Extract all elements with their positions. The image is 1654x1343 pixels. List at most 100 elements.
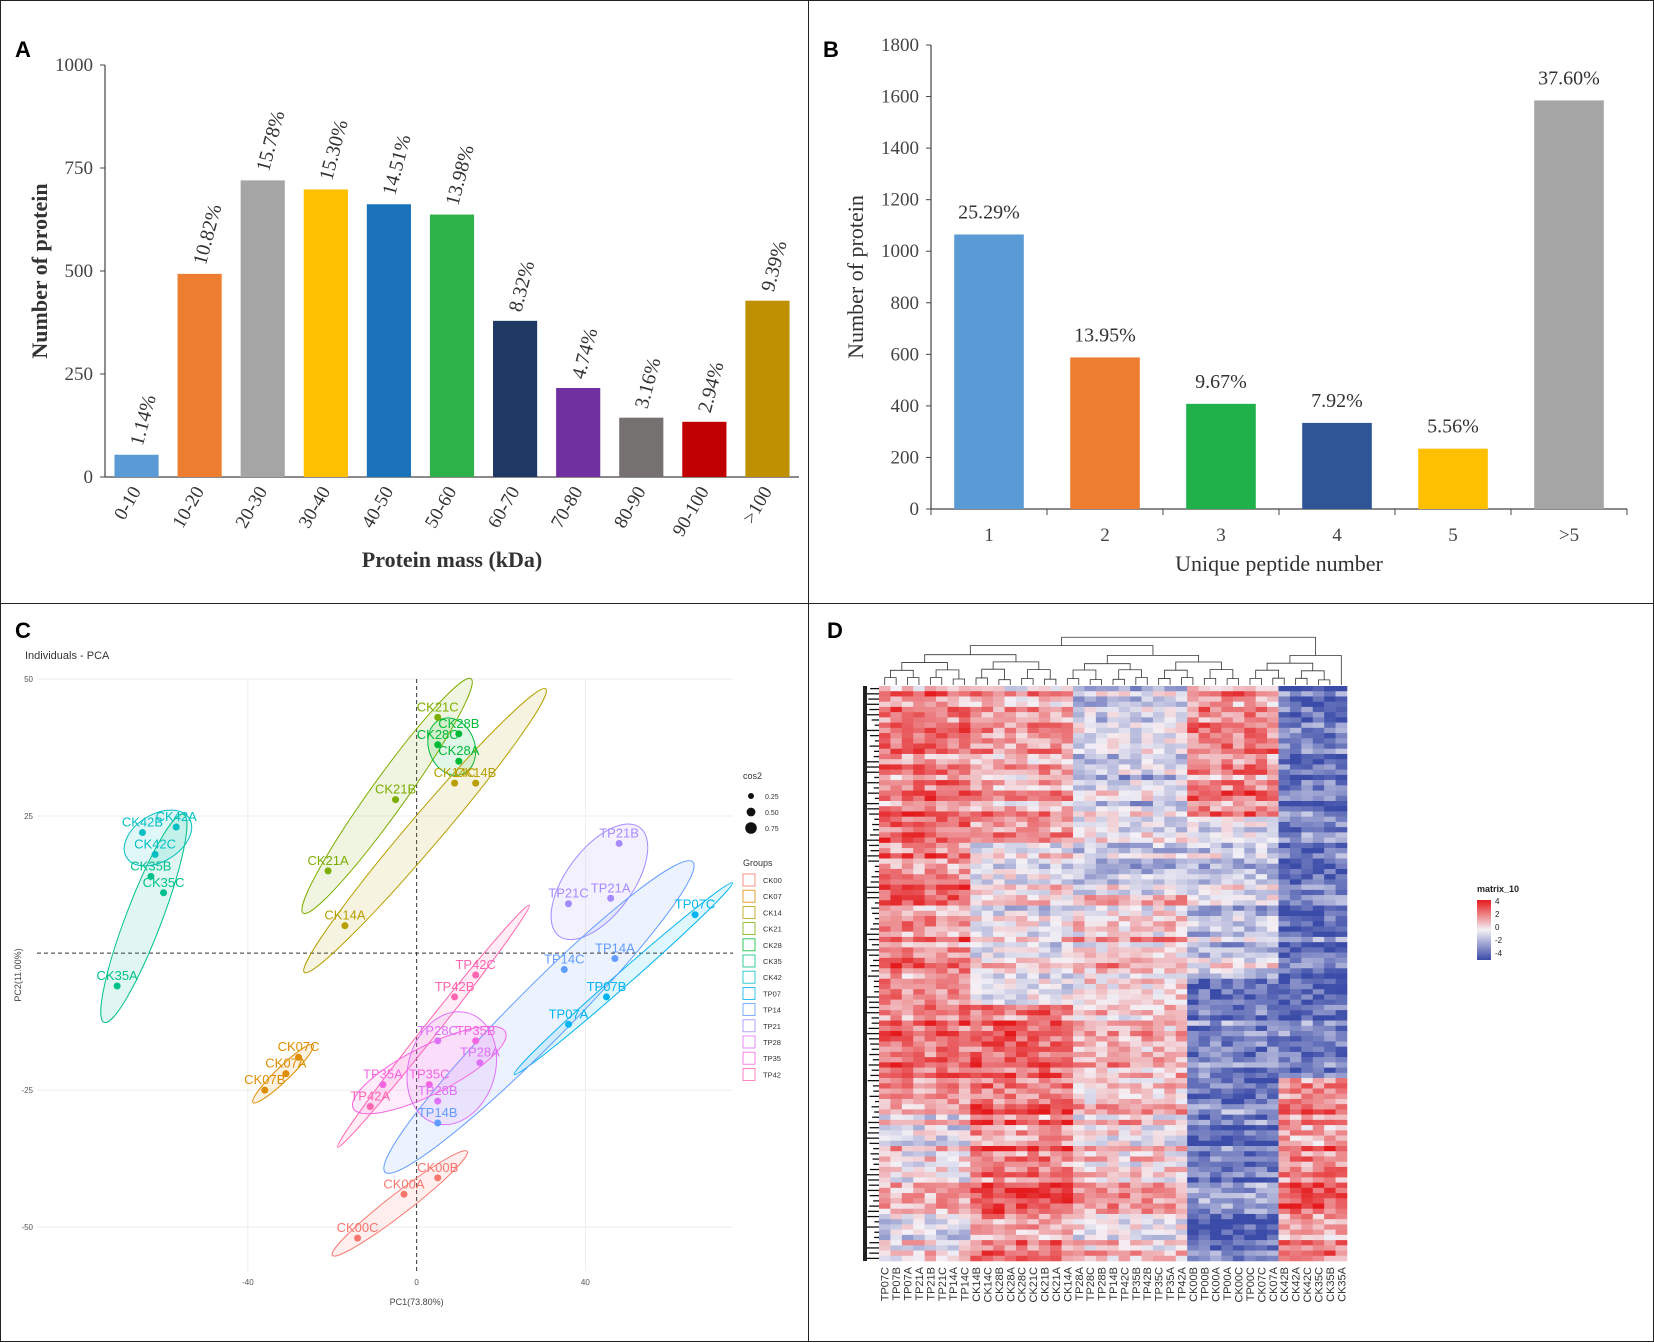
heatmap-cell bbox=[1073, 1114, 1085, 1121]
heatmap-cell bbox=[1130, 1234, 1142, 1241]
heatmap-cell bbox=[1084, 994, 1097, 1000]
heatmap-cell bbox=[1130, 1036, 1142, 1042]
heatmap-cell bbox=[993, 727, 1005, 734]
heatmap-cell bbox=[879, 764, 891, 770]
heatmap-cell bbox=[1210, 1135, 1222, 1142]
heatmap-cell bbox=[1210, 790, 1222, 797]
heatmap-cell bbox=[1118, 1114, 1131, 1121]
heatmap-cell bbox=[1198, 1072, 1211, 1079]
point-label: TP14B bbox=[418, 1105, 458, 1120]
heatmap-cell bbox=[1015, 994, 1028, 1000]
point-label: CK42B bbox=[122, 814, 163, 829]
heatmap-cell bbox=[1027, 842, 1040, 849]
heatmap-cell bbox=[1152, 884, 1165, 891]
heatmap-cell bbox=[1038, 1098, 1051, 1105]
heatmap-cell bbox=[958, 790, 971, 797]
heatmap-cell bbox=[1324, 931, 1336, 938]
heatmap-cell bbox=[1050, 1151, 1062, 1157]
heatmap-cell bbox=[1084, 1041, 1097, 1047]
heatmap-cell bbox=[1095, 1078, 1108, 1084]
heatmap-cell bbox=[993, 910, 1005, 917]
heatmap-cell bbox=[981, 1140, 994, 1147]
heatmap-cell bbox=[1050, 853, 1062, 859]
heatmap-cell bbox=[1255, 1156, 1268, 1162]
heatmap-cell bbox=[1141, 1255, 1154, 1262]
bar bbox=[429, 214, 475, 477]
heatmap-cell bbox=[879, 691, 891, 697]
heatmap-cell bbox=[1027, 1041, 1040, 1047]
heatmap-cell bbox=[1312, 1104, 1325, 1110]
heatmap-cell bbox=[1278, 1229, 1291, 1236]
heatmap-cell bbox=[1187, 942, 1199, 948]
heatmap-cell bbox=[1278, 1224, 1291, 1230]
heatmap-cell bbox=[936, 963, 948, 969]
heatmap-cell bbox=[901, 801, 914, 807]
heatmap-cell bbox=[1107, 801, 1120, 807]
heatmap-cell bbox=[1324, 706, 1336, 713]
heatmap-cell bbox=[936, 842, 948, 849]
heatmap-cell bbox=[1198, 769, 1211, 776]
heatmap-cell bbox=[879, 1250, 891, 1257]
heatmap-cell bbox=[936, 1146, 948, 1152]
heatmap-cell bbox=[1301, 1114, 1314, 1121]
column-dendrogram-branch bbox=[1318, 679, 1331, 685]
heatmap-cell bbox=[1084, 753, 1097, 760]
heatmap-cell bbox=[1073, 1130, 1085, 1136]
heatmap-cell bbox=[1221, 1219, 1234, 1225]
heatmap-cell bbox=[1038, 1036, 1051, 1042]
x-tick-label: 0-10 bbox=[110, 483, 146, 524]
heatmap-cell bbox=[1335, 1156, 1348, 1162]
heatmap-cell bbox=[1118, 748, 1131, 755]
heatmap-cell bbox=[890, 1104, 903, 1110]
heatmap-cell bbox=[1312, 1031, 1325, 1037]
heatmap-cell bbox=[1312, 811, 1325, 817]
heatmap-cell bbox=[970, 717, 983, 723]
heatmap-cell bbox=[913, 916, 925, 922]
heatmap-cell bbox=[1175, 816, 1188, 823]
heatmap-cell bbox=[1118, 753, 1131, 760]
heatmap-cell bbox=[1004, 1020, 1017, 1027]
heatmap-cell bbox=[1061, 916, 1074, 922]
heatmap-cell bbox=[901, 811, 914, 817]
heatmap-cell bbox=[1095, 842, 1108, 849]
heatmap-cell bbox=[993, 769, 1005, 776]
heatmap-cell bbox=[901, 936, 914, 943]
heatmap-cell bbox=[947, 1208, 960, 1215]
heatmap-cell bbox=[1084, 957, 1097, 964]
heatmap-cell bbox=[947, 801, 960, 807]
heatmap-cell bbox=[1004, 1025, 1017, 1032]
heatmap-cell bbox=[1221, 759, 1234, 765]
heatmap-cell bbox=[947, 1140, 960, 1147]
point-label: CK14C bbox=[434, 765, 476, 780]
heatmap-cell bbox=[879, 1078, 891, 1084]
heatmap-cell bbox=[1232, 884, 1245, 891]
heatmap-cell bbox=[1004, 874, 1017, 880]
heatmap-cell bbox=[947, 1193, 960, 1199]
data-point bbox=[172, 823, 180, 831]
heatmap-cell bbox=[1210, 1250, 1222, 1257]
heatmap-cell bbox=[1004, 895, 1017, 901]
heatmap-cell bbox=[1152, 931, 1165, 938]
heatmap-cell bbox=[1015, 968, 1028, 974]
heatmap-cell bbox=[1050, 936, 1062, 943]
heatmap-cell bbox=[1324, 837, 1336, 844]
heatmap-cell bbox=[993, 1098, 1005, 1105]
heatmap-cell bbox=[1084, 738, 1097, 744]
heatmap-cell bbox=[1244, 952, 1256, 959]
heatmap-cell bbox=[1187, 1229, 1199, 1236]
heatmap-cell bbox=[1267, 916, 1279, 922]
heatmap-cell bbox=[1187, 816, 1199, 823]
heatmap-cell bbox=[1255, 1166, 1268, 1173]
heatmap-cell bbox=[890, 889, 903, 896]
heatmap-cell bbox=[1073, 1250, 1085, 1257]
heatmap-cell bbox=[1335, 1125, 1348, 1131]
heatmap-cell bbox=[1244, 978, 1256, 985]
heatmap-cell bbox=[1027, 1098, 1040, 1105]
heatmap-cell bbox=[1267, 1140, 1279, 1147]
heatmap-cell bbox=[1267, 874, 1279, 880]
heatmap-cell bbox=[1232, 1046, 1245, 1053]
heatmap-cell bbox=[879, 1093, 891, 1100]
heatmap-cell bbox=[981, 816, 994, 823]
heatmap-cell bbox=[1210, 1156, 1222, 1162]
heatmap-cell bbox=[970, 816, 983, 823]
